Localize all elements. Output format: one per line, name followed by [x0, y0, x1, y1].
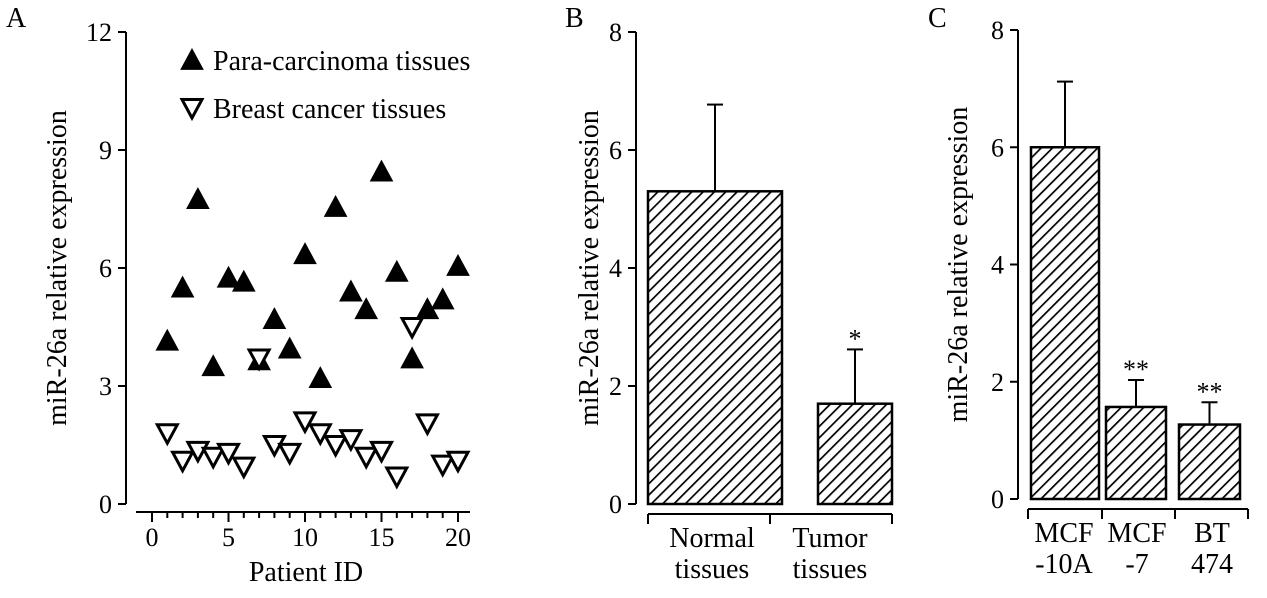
y-tick-label: 4: [609, 254, 622, 283]
data-point-breast-cancer: [445, 450, 471, 474]
category-label: Tumor: [792, 523, 868, 554]
data-point-breast-cancer: [246, 348, 272, 372]
legend-marker-para-carcinoma: [180, 47, 204, 70]
panel-letter-a: A: [6, 3, 27, 34]
data-point-breast-cancer: [277, 442, 303, 467]
data-point-para-carcinoma: [201, 354, 226, 377]
x-axis-title: Patient ID: [249, 557, 363, 588]
y-axis-title: miR-26a relative expression: [943, 107, 974, 423]
data-point-breast-cancer: [215, 442, 242, 467]
data-point-para-carcinoma: [354, 297, 379, 320]
x-tick-label: 10: [292, 523, 318, 552]
y-tick-label: 0: [991, 485, 1004, 514]
bar: [1177, 423, 1242, 501]
y-tick-label: 12: [86, 18, 112, 47]
data-point-para-carcinoma: [186, 187, 210, 210]
y-axis-title: miR-26a relative expression: [42, 110, 73, 426]
category-label: Normal: [669, 523, 755, 554]
data-point-para-carcinoma: [384, 259, 409, 282]
significance-marker: **: [1123, 355, 1149, 384]
category-label: BT: [1194, 518, 1230, 549]
y-tick-label: 3: [99, 372, 112, 401]
bar: [1029, 146, 1101, 501]
y-tick-label: 4: [991, 251, 1004, 280]
data-point-breast-cancer: [307, 423, 333, 447]
y-tick-label: 0: [99, 490, 112, 519]
data-point-para-carcinoma: [308, 366, 333, 388]
legend-marker-breast-cancer: [179, 98, 205, 122]
data-point-breast-cancer: [323, 435, 349, 459]
y-axis-title: miR-26a relative expression: [574, 110, 605, 426]
category-label: MCF: [1034, 518, 1093, 549]
significance-marker: *: [849, 324, 862, 353]
data-point-breast-cancer: [292, 411, 318, 435]
data-point-breast-cancer: [384, 466, 410, 490]
category-label: tissues: [793, 554, 868, 585]
y-tick-label: 8: [609, 18, 622, 47]
y-tick-label: 9: [99, 136, 112, 165]
data-point-breast-cancer: [368, 440, 395, 465]
y-tick-label: 6: [991, 133, 1004, 162]
data-point-para-carcinoma: [216, 265, 241, 288]
data-point-para-carcinoma: [262, 307, 287, 329]
data-point-breast-cancer: [170, 450, 196, 474]
data-point-para-carcinoma: [277, 336, 302, 359]
x-tick-label: 15: [369, 523, 395, 552]
panel-letter-b: B: [565, 3, 584, 34]
significance-marker: **: [1197, 377, 1223, 406]
data-point-para-carcinoma: [231, 269, 256, 292]
data-point-breast-cancer: [200, 446, 226, 470]
y-tick-label: 2: [609, 372, 622, 401]
x-tick-label: 20: [445, 523, 471, 552]
data-point-para-carcinoma: [446, 253, 470, 276]
data-point-para-carcinoma: [170, 275, 195, 298]
data-point-breast-cancer: [414, 413, 440, 437]
category-label: -10A: [1035, 549, 1093, 580]
data-point-breast-cancer: [231, 456, 257, 480]
data-point-para-carcinoma: [339, 279, 363, 302]
category-label: tissues: [675, 554, 750, 585]
legend-label-breast-cancer: Breast cancer tissues: [213, 94, 446, 125]
bar: [816, 402, 894, 506]
category-label: 474: [1191, 549, 1233, 580]
data-point-para-carcinoma: [155, 328, 180, 351]
y-tick-label: 6: [99, 254, 112, 283]
data-point-para-carcinoma: [400, 346, 424, 369]
y-tick-label: 0: [609, 490, 622, 519]
data-point-para-carcinoma: [430, 287, 455, 310]
y-tick-label: 8: [991, 16, 1004, 45]
x-tick-label: 5: [222, 523, 235, 552]
data-point-para-carcinoma: [323, 194, 348, 217]
y-tick-label: 6: [609, 136, 622, 165]
data-point-breast-cancer: [338, 429, 364, 453]
bar: [646, 190, 784, 506]
category-label: MCF: [1107, 518, 1166, 549]
data-point-breast-cancer: [154, 423, 180, 447]
y-tick-label: 2: [991, 368, 1004, 397]
panel-a-scatter-chart: A 0 3 6 9 12 0 5 10 15 20 Patient ID miR-26a relativ…: [6, 3, 471, 588]
panel-letter-c: C: [928, 3, 947, 34]
legend-label-para-carcinoma: Para-carcinoma tissues: [213, 46, 470, 77]
data-point-breast-cancer: [399, 317, 425, 341]
category-label: -7: [1125, 549, 1148, 580]
data-point-para-carcinoma: [369, 159, 394, 182]
data-point-para-carcinoma: [293, 242, 317, 265]
x-tick-label: 0: [146, 523, 159, 552]
data-point-breast-cancer: [430, 454, 456, 478]
data-point-breast-cancer: [353, 446, 379, 470]
bar: [1104, 405, 1168, 501]
